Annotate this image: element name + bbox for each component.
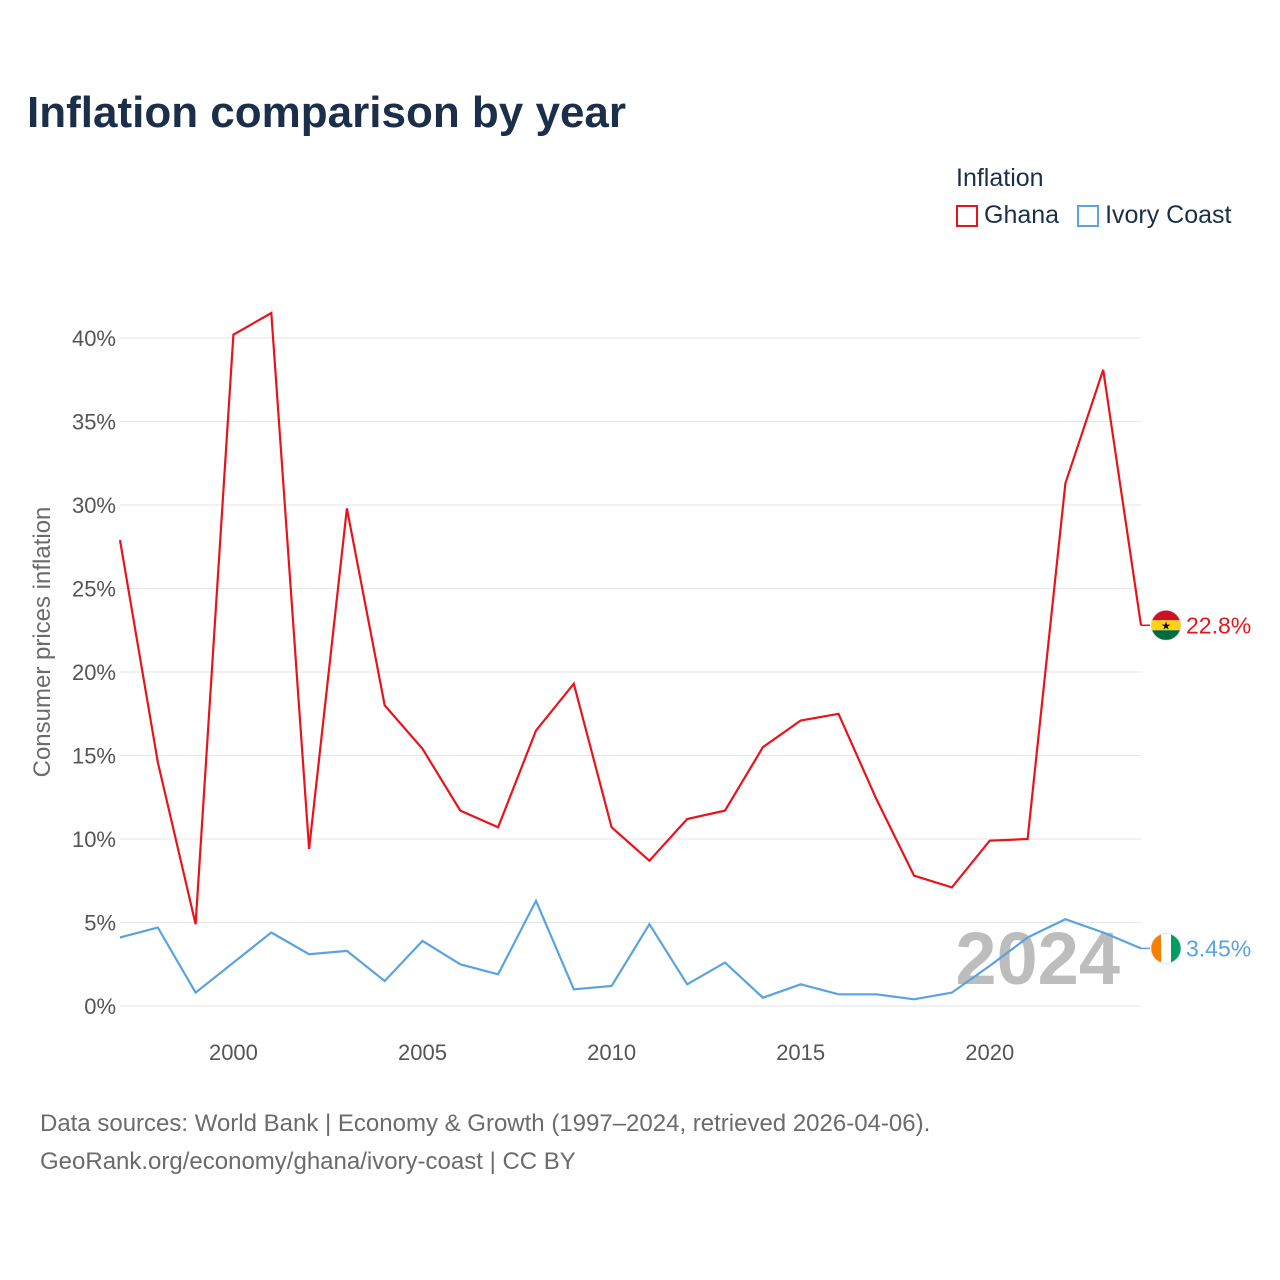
y-tick-label: 20% — [72, 660, 116, 685]
series-line-ivory-coast[interactable] — [119, 898, 1142, 1001]
y-tick-label: 30% — [72, 493, 116, 518]
footer: Data sources: World Bank | Economy & Gro… — [40, 1105, 930, 1181]
end-label-ivory-coast: 3.45% — [1186, 935, 1251, 961]
y-tick-label: 10% — [72, 827, 116, 852]
year-watermark: 2024 — [955, 917, 1120, 1000]
y-tick-label: 0% — [84, 994, 116, 1019]
flag-icon-ghana: ★ — [1150, 609, 1182, 641]
y-tick-label: 25% — [72, 577, 116, 602]
flag-icon-ivory-coast — [1150, 932, 1182, 964]
legend-item-ivory-coast[interactable]: Ivory Coast — [1077, 201, 1232, 230]
legend-swatch-ghana — [956, 204, 978, 227]
x-tick-label: 2015 — [776, 1040, 825, 1065]
legend-item-ghana[interactable]: Ghana — [956, 201, 1059, 230]
y-tick-label: 40% — [72, 326, 116, 351]
end-label-ghana: 22.8% — [1186, 612, 1251, 638]
x-tick-label: 2010 — [587, 1040, 636, 1065]
svg-text:★: ★ — [1161, 619, 1171, 632]
chart-title: Inflation comparison by year — [27, 88, 627, 137]
y-tick-label: 15% — [72, 744, 116, 769]
x-tick-label: 2005 — [398, 1040, 447, 1065]
source-note: Data sources: World Bank | Economy & Gro… — [40, 1110, 931, 1137]
y-tick-label: 35% — [72, 410, 116, 435]
legend-title: Inflation — [956, 164, 1044, 192]
y-tick-label: 5% — [84, 911, 116, 936]
x-tick-label: 2000 — [209, 1040, 258, 1065]
legend-swatch-ivory-coast — [1077, 204, 1100, 227]
legend: Inflation Ghana Ivory Coast — [956, 160, 1232, 230]
credit-note: GeoRank.org/economy/ghana/ivory-coast | … — [40, 1148, 576, 1175]
x-tick-label: 2020 — [965, 1040, 1014, 1065]
line-chart: 2024 0% 5% 10% 15% 20% 25% 30% 35% 40% 2000 2005 20… — [29, 311, 1251, 1065]
series-line-ghana[interactable] — [118, 311, 1143, 925]
legend-label-ivory-coast: Ivory Coast — [1105, 201, 1232, 229]
legend-label-ghana: Ghana — [984, 201, 1060, 229]
y-axis-label: Consumer prices inflation — [29, 507, 56, 778]
